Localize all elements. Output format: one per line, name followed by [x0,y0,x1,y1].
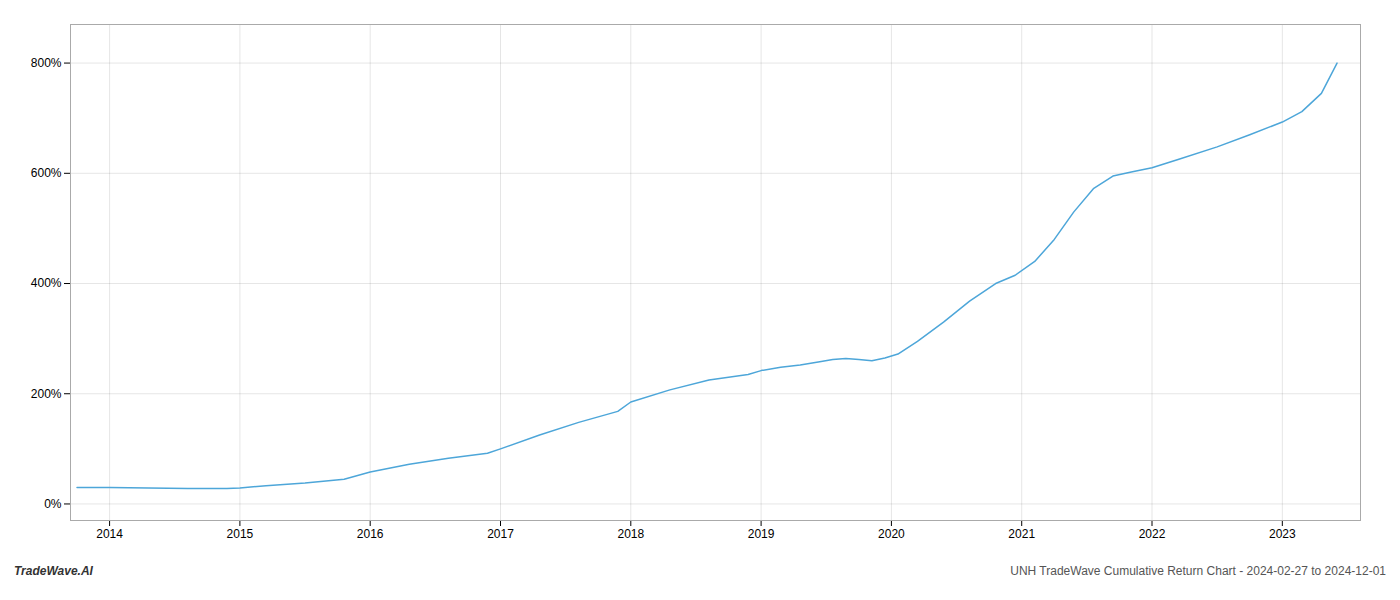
svg-text:2023: 2023 [1269,527,1296,541]
svg-text:2022: 2022 [1139,527,1166,541]
svg-text:2014: 2014 [96,527,123,541]
svg-text:2017: 2017 [487,527,514,541]
svg-text:600%: 600% [31,166,62,180]
svg-text:2016: 2016 [357,527,384,541]
svg-text:2020: 2020 [878,527,905,541]
svg-text:2019: 2019 [748,527,775,541]
html-text:TradeWave.AI: TradeWave.AI [14,564,93,578]
svg-text:0%: 0% [44,497,62,511]
html-text:UNH TradeWave Cumulative Retur: UNH TradeWave Cumulative Return Chart - … [1010,564,1386,578]
svg-text:400%: 400% [31,276,62,290]
svg-text:800%: 800% [31,56,62,70]
svg-text:2018: 2018 [617,527,644,541]
svg-text:2021: 2021 [1008,527,1035,541]
svg-text:200%: 200% [31,387,62,401]
svg-text:2015: 2015 [227,527,254,541]
